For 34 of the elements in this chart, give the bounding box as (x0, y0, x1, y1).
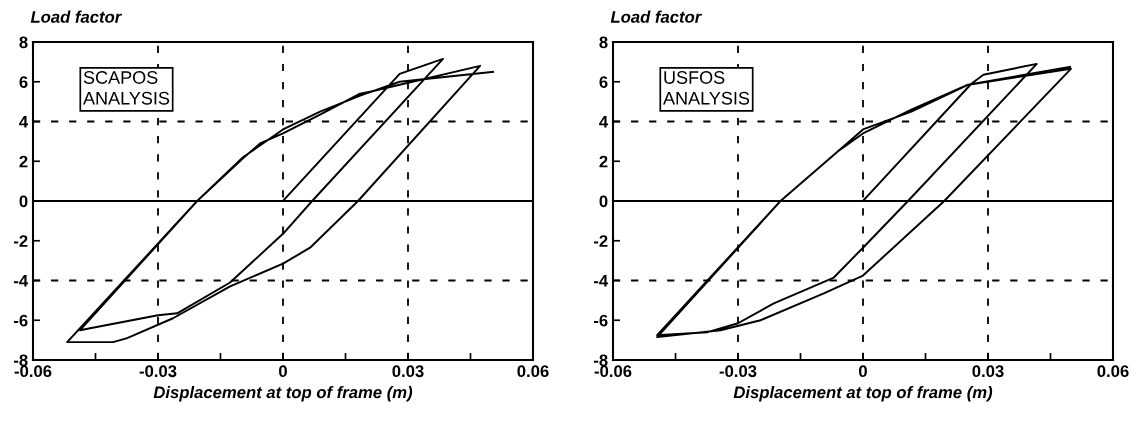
x-tick-label: 0 (279, 365, 287, 378)
y-axis-title: Load factor (30, 10, 122, 23)
y-tick-label: 6 (599, 76, 608, 88)
x-tick-label: 0.03 (392, 365, 424, 378)
y-tick-label: 2 (599, 155, 608, 168)
annotation: USFOS ANALYSIS (663, 71, 750, 105)
x-axis-title: Displacement at top of frame (m) (153, 385, 413, 402)
y-tick-label: 2 (19, 155, 28, 168)
y-tick-label: 4 (19, 116, 29, 128)
y-tick-label: -4 (13, 275, 29, 287)
y-tick-label: -6 (593, 314, 608, 327)
y-tick-label: 0 (19, 195, 28, 208)
y-tick-label: -2 (593, 235, 608, 247)
y-tick-label: 4 (599, 116, 609, 128)
x-tick-label: 0.06 (517, 365, 549, 378)
x-tick-label: -0.06 (14, 365, 52, 378)
y-tick-label: -6 (13, 314, 28, 327)
x-tick-label: -0.06 (594, 365, 632, 378)
x-tick-label: 0.06 (1097, 365, 1129, 378)
y-tick-label: 6 (19, 76, 28, 88)
x-axis-title: Displacement at top of frame (m) (733, 385, 993, 402)
annotation: SCAPOS ANALYSIS (83, 71, 170, 105)
x-tick-label: 0 (859, 365, 867, 378)
x-tick-label: -0.03 (719, 365, 757, 378)
x-tick-label: -0.03 (139, 365, 177, 378)
y-tick-label: -8 (593, 354, 608, 367)
x-tick-label: 0.03 (972, 365, 1004, 378)
y-tick-label: 0 (599, 195, 608, 208)
y-tick-label: -2 (13, 235, 28, 247)
y-axis-title: Load factor (610, 10, 702, 23)
y-tick-label: -8 (13, 354, 28, 367)
y-tick-label: -4 (593, 275, 609, 287)
y-tick-label: 8 (19, 36, 28, 49)
y-tick-label: 8 (599, 36, 608, 49)
